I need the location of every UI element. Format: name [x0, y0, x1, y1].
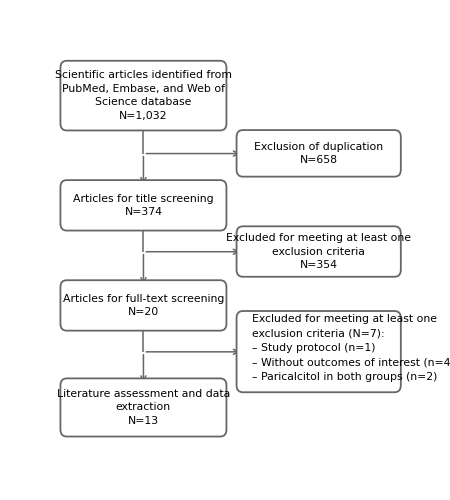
- FancyBboxPatch shape: [237, 130, 401, 176]
- Text: Articles for title screening
N=374: Articles for title screening N=374: [73, 194, 214, 217]
- Text: Excluded for meeting at least one
exclusion criteria (N=7):
– Study protocol (n=: Excluded for meeting at least one exclus…: [252, 314, 450, 382]
- FancyBboxPatch shape: [237, 311, 401, 392]
- FancyBboxPatch shape: [60, 378, 226, 436]
- FancyBboxPatch shape: [60, 180, 226, 230]
- Text: Excluded for meeting at least one
exclusion criteria
N=354: Excluded for meeting at least one exclus…: [226, 233, 411, 270]
- FancyBboxPatch shape: [60, 280, 226, 330]
- Text: Literature assessment and data
extraction
N=13: Literature assessment and data extractio…: [57, 389, 230, 426]
- Text: Articles for full-text screening
N=20: Articles for full-text screening N=20: [63, 294, 224, 317]
- Text: Exclusion of duplication
N=658: Exclusion of duplication N=658: [254, 142, 383, 165]
- FancyBboxPatch shape: [60, 61, 226, 130]
- Text: Scientific articles identified from
PubMed, Embase, and Web of
Science database
: Scientific articles identified from PubM…: [55, 70, 232, 121]
- FancyBboxPatch shape: [237, 226, 401, 277]
